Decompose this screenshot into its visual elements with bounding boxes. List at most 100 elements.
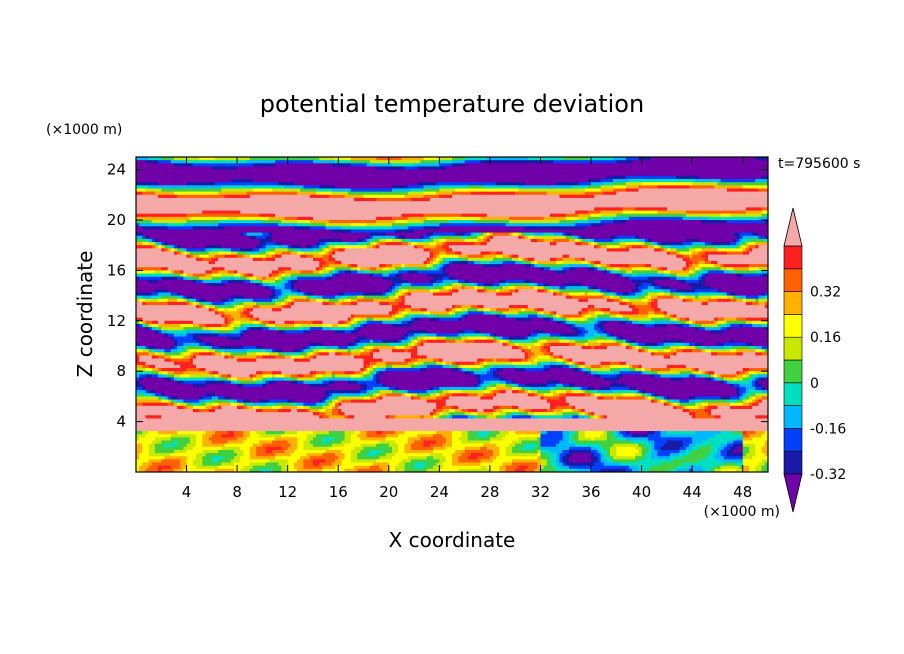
field-cell (546, 194, 551, 199)
field-cell (752, 204, 756, 208)
field-cell (764, 157, 769, 161)
field-cell (382, 175, 387, 180)
field-cell (142, 213, 146, 218)
field-cell (575, 204, 579, 208)
field-cell (366, 169, 371, 174)
field-cell (578, 175, 582, 180)
field-cell (385, 216, 390, 221)
field-cell (512, 169, 516, 174)
field-cell (338, 163, 342, 167)
field-cell (215, 220, 219, 224)
field-cell (496, 223, 500, 227)
field-cell (660, 163, 665, 167)
field-cell (505, 210, 510, 215)
field-cell (543, 204, 548, 208)
field-cell (391, 201, 396, 205)
field-cell (265, 194, 270, 199)
field-cell (553, 188, 557, 193)
field-cell (322, 229, 326, 233)
field-cell (312, 163, 317, 167)
field-cell (158, 175, 162, 180)
field-cell (240, 163, 244, 167)
field-cell (357, 191, 361, 196)
field-cell (196, 226, 200, 230)
field-cell (189, 210, 194, 215)
field-cell (148, 197, 153, 202)
field-cell (151, 179, 156, 183)
field-cell (354, 179, 358, 183)
field-cell (730, 172, 734, 177)
field-cell (161, 207, 165, 211)
field-cell (647, 188, 652, 193)
field-cell (553, 204, 557, 208)
field-cell (742, 207, 747, 211)
field-cell (341, 179, 345, 183)
field-cell (591, 185, 595, 189)
field-cell (312, 210, 317, 215)
field-cell (173, 220, 178, 224)
field-cell (610, 182, 614, 186)
field-cell (692, 191, 696, 196)
field-cell (673, 185, 677, 189)
field-cell (499, 201, 503, 205)
field-cell (224, 188, 229, 193)
field-cell (177, 182, 181, 186)
field-cell (622, 194, 627, 199)
field-cell (164, 229, 168, 233)
field-cell (391, 223, 396, 227)
field-cell (448, 229, 453, 233)
field-cell (742, 172, 747, 177)
field-cell (562, 160, 567, 164)
field-cell (733, 182, 737, 186)
field-cell (429, 210, 434, 215)
field-cell (654, 226, 658, 230)
field-cell (350, 160, 355, 164)
field-cell (215, 163, 219, 167)
field-cell (256, 226, 260, 230)
field-cell (651, 223, 655, 227)
field-cell (319, 220, 323, 224)
field-cell (761, 191, 766, 196)
field-cell (275, 179, 279, 183)
field-cell (698, 175, 703, 180)
field-cell (480, 191, 484, 196)
field-cell (692, 175, 696, 180)
field-cell (477, 201, 481, 205)
field-cell (410, 197, 415, 202)
field-cell (549, 188, 554, 193)
field-cell (297, 207, 301, 211)
field-cell (546, 175, 551, 180)
field-cell (707, 223, 712, 227)
field-cell (606, 182, 611, 186)
field-cell (733, 188, 737, 193)
field-cell (717, 194, 721, 199)
field-cell (461, 166, 466, 170)
field-cell (720, 204, 725, 208)
field-cell (736, 216, 740, 221)
field-cell (695, 160, 699, 164)
field-cell (670, 163, 674, 167)
field-cell (531, 220, 535, 224)
field-cell (575, 179, 579, 183)
field-cell (366, 201, 371, 205)
field-cell (164, 160, 168, 164)
field-cell (151, 160, 156, 164)
field-cell (189, 220, 194, 224)
field-cell (158, 166, 162, 170)
field-cell (316, 172, 320, 177)
field-cell (726, 201, 731, 205)
field-cell (410, 166, 415, 170)
field-cell (350, 223, 355, 227)
field-cell (271, 220, 276, 224)
field-cell (158, 157, 162, 161)
field-cell (673, 182, 677, 186)
field-cell (433, 223, 437, 227)
field-cell (711, 210, 715, 215)
field-cell (698, 182, 703, 186)
field-cell (297, 179, 301, 183)
field-cell (145, 166, 150, 170)
field-cell (635, 185, 639, 189)
field-cell (455, 226, 459, 230)
field-cell (654, 220, 658, 224)
field-cell (480, 216, 484, 221)
